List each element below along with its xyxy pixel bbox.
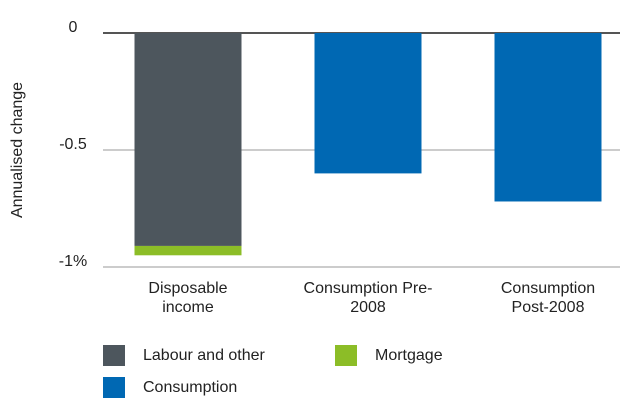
legend-label: Consumption — [143, 379, 237, 396]
x-tick-label: Consumption Post-2008 — [500, 280, 596, 316]
x-tick-label: Disposable income — [148, 280, 228, 316]
legend-label: Mortgage — [375, 347, 443, 364]
y-tick-label: -1% — [59, 253, 87, 270]
legend-swatch — [103, 377, 125, 398]
bar — [314, 33, 422, 174]
bar — [134, 33, 242, 246]
legend-label: Labour and other — [143, 347, 266, 364]
x-tick-label: Consumption Pre-2008 — [303, 280, 433, 316]
y-axis-label: Annualised change — [9, 82, 26, 218]
bar — [134, 245, 242, 256]
bar — [494, 33, 602, 202]
legend-swatch — [103, 345, 125, 366]
y-tick-label: -0.5 — [59, 136, 87, 153]
legend-swatch — [335, 345, 357, 366]
y-tick-label: 0 — [69, 19, 78, 36]
